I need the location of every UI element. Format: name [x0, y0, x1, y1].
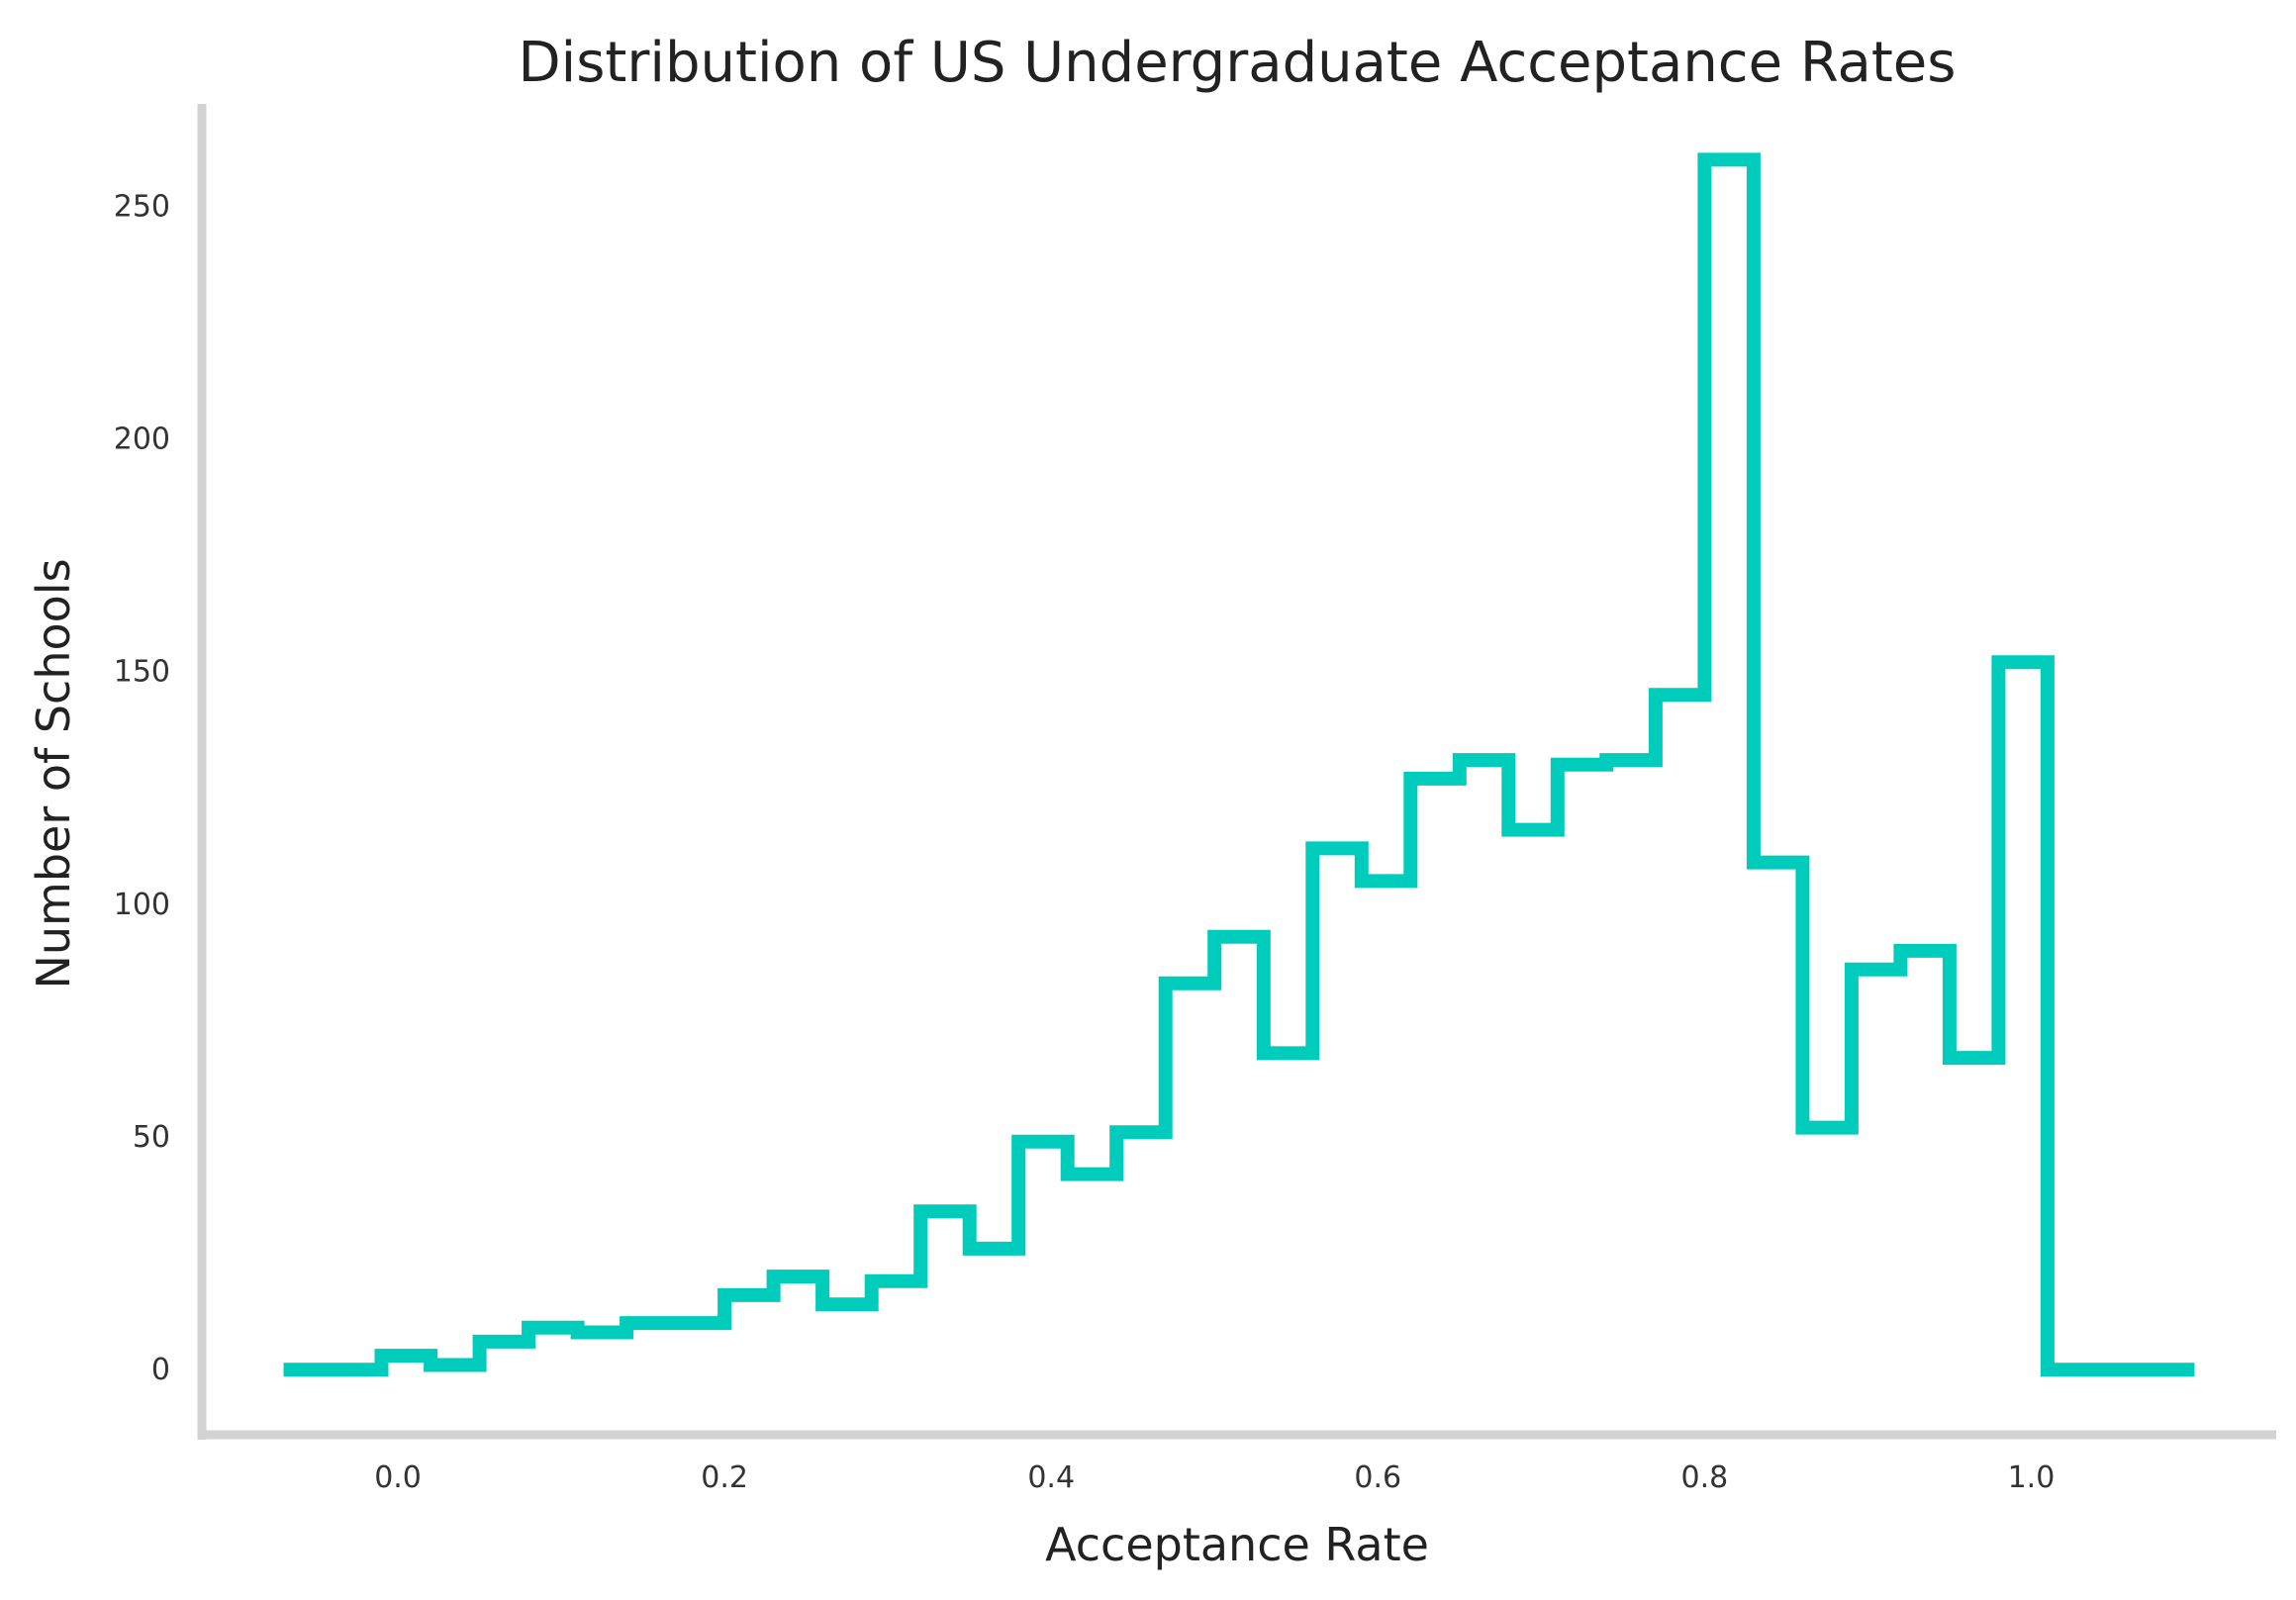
x-tick-label: 0.8: [1681, 1460, 1729, 1495]
x-tick-label: 1.0: [2008, 1460, 2056, 1495]
y-tick-label: 50: [133, 1120, 170, 1155]
histogram-step-line: [283, 152, 2195, 1377]
y-tick-label: 250: [114, 189, 170, 224]
y-tick-label: 100: [114, 888, 170, 922]
y-axis-label: Number of Schools: [27, 558, 80, 988]
x-axis-label: Acceptance Rate: [1045, 1518, 1429, 1571]
y-tick-label: 200: [114, 423, 170, 457]
y-tick-label: 150: [114, 655, 170, 690]
x-tick-label: 0.0: [374, 1460, 422, 1495]
y-tick-label: 0: [151, 1353, 170, 1387]
x-tick-label: 0.4: [1027, 1460, 1075, 1495]
x-tick-label: 0.6: [1354, 1460, 1401, 1495]
x-tick-labels: 0.0 0.2 0.4 0.6 0.8 1.0: [374, 1460, 2055, 1495]
chart-title: Distribution of US Undergraduate Accepta…: [519, 31, 1957, 95]
x-tick-label: 0.2: [701, 1460, 748, 1495]
y-tick-labels: 0 50 100 150 200 250: [114, 189, 170, 1387]
